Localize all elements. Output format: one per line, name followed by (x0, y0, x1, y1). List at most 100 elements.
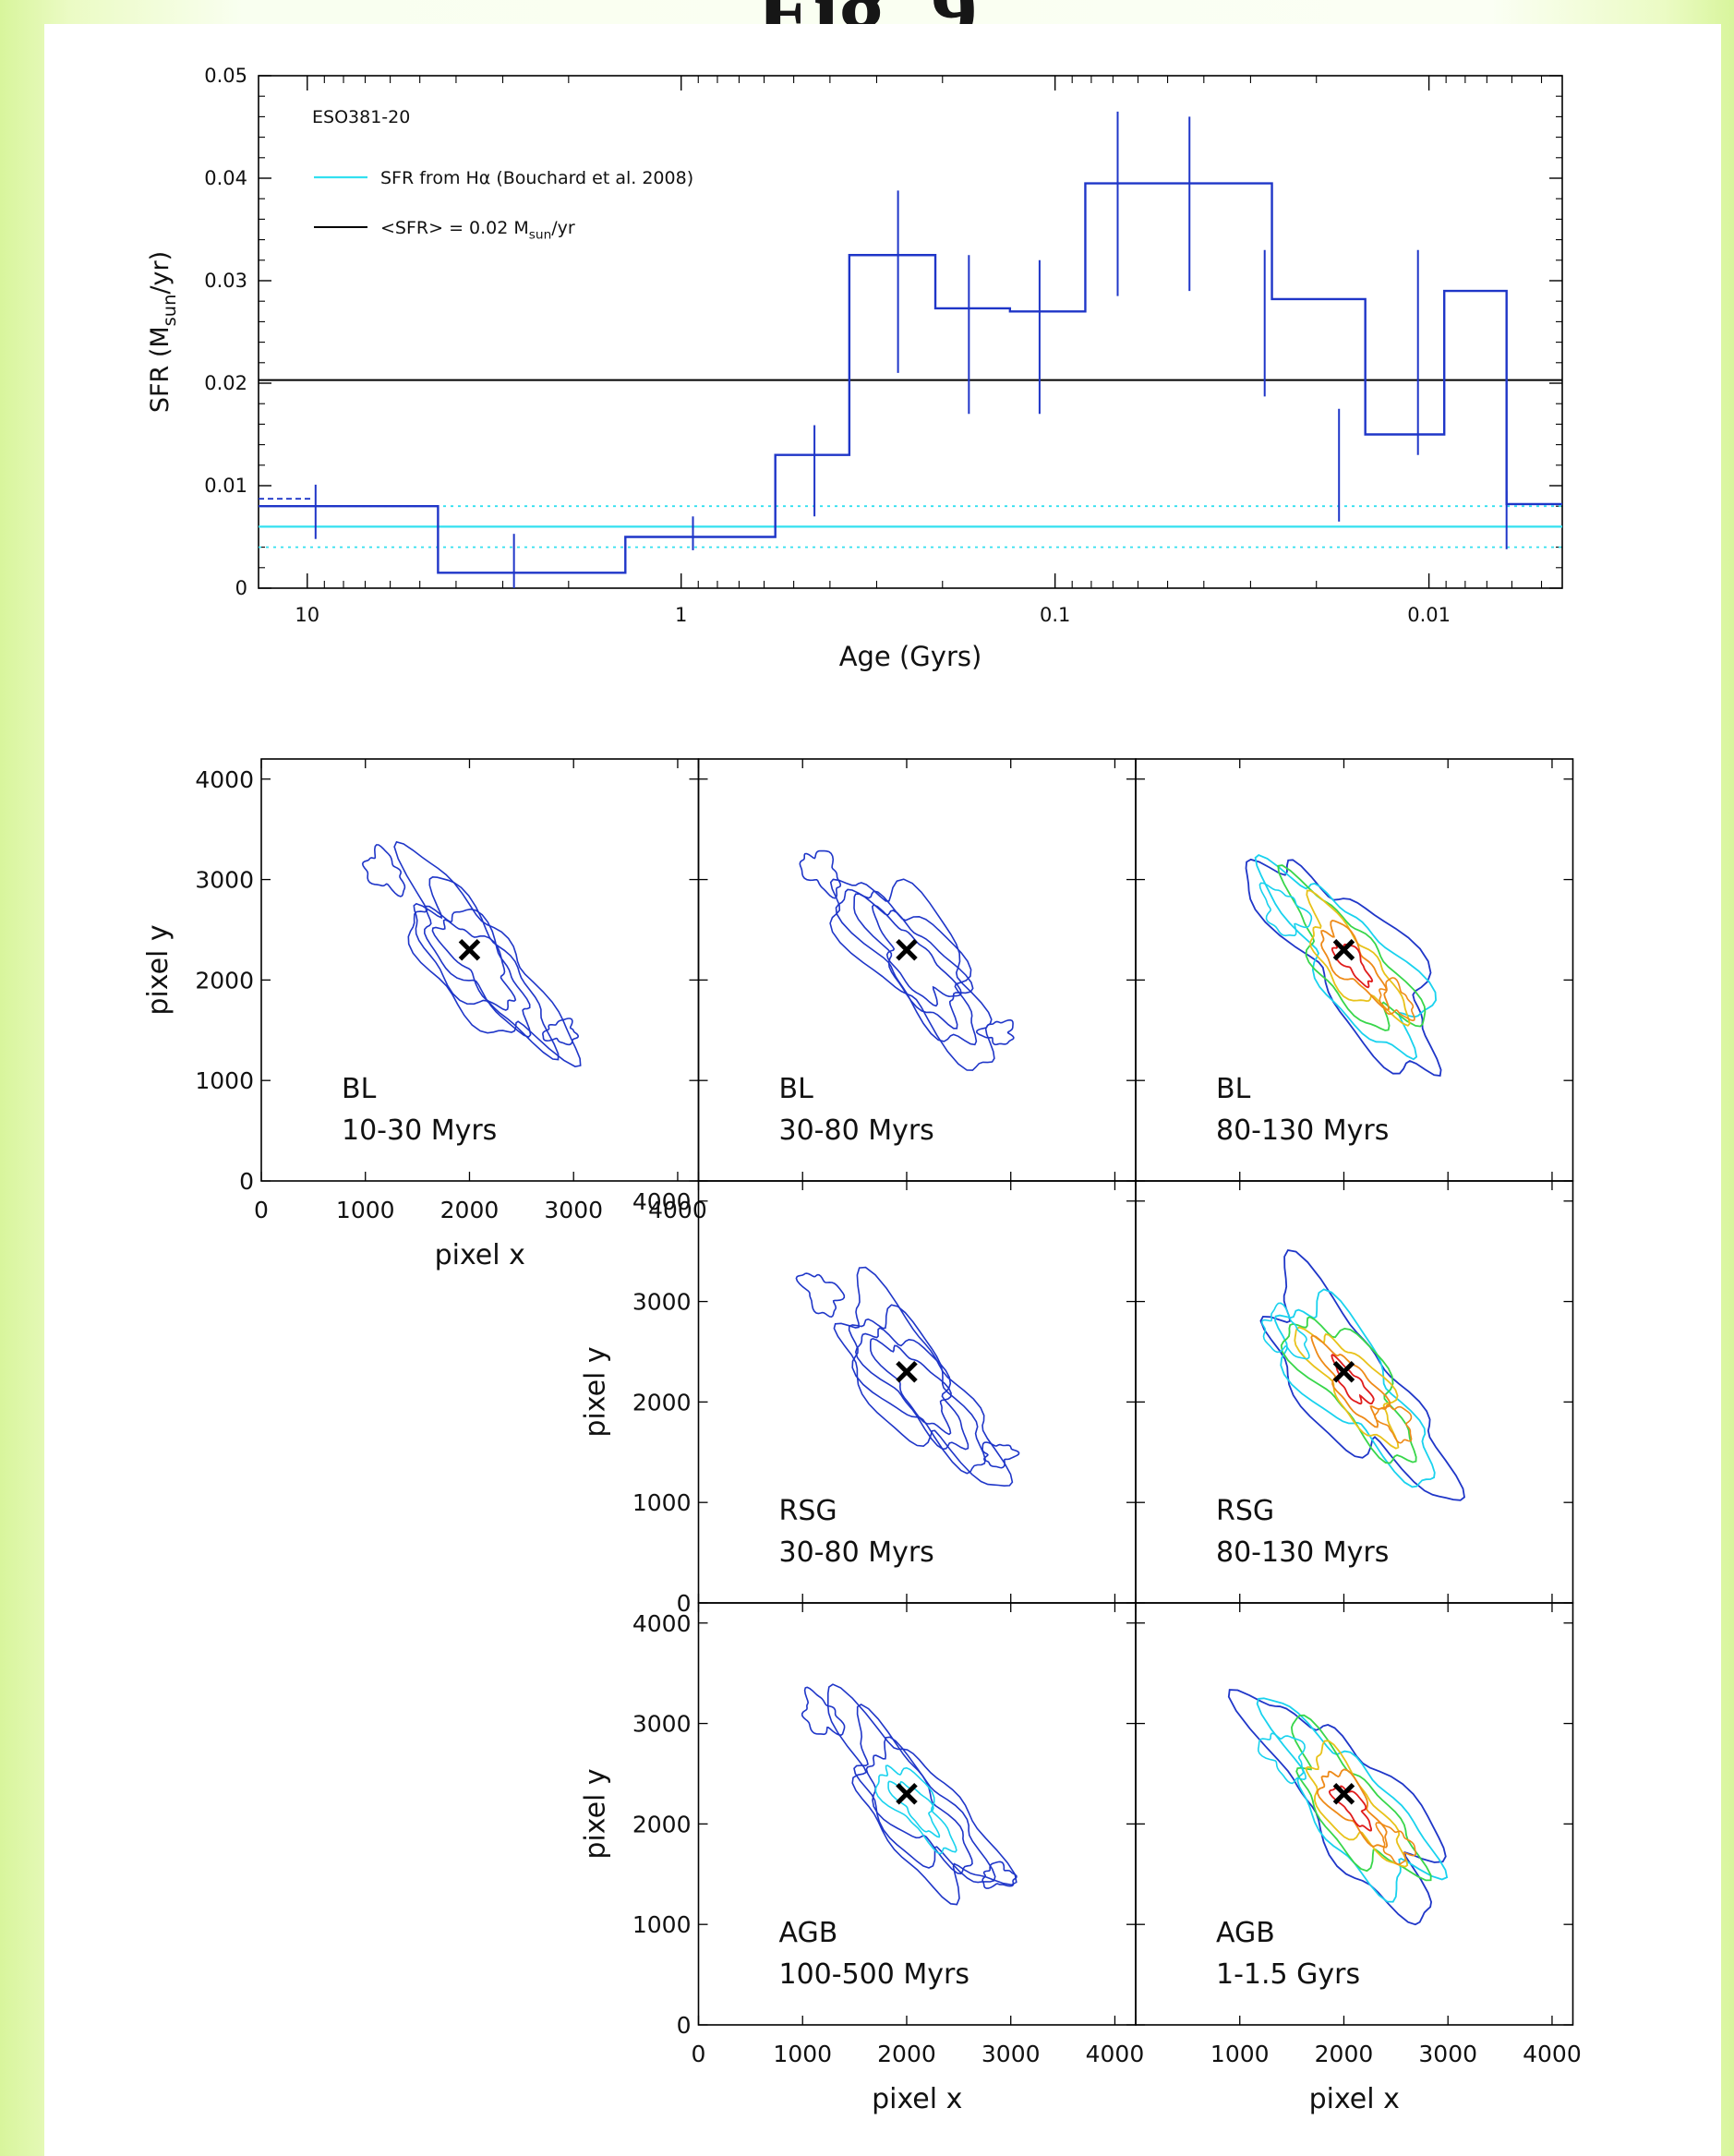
sfh-ytick-label: 0.05 (204, 65, 247, 87)
contour-level-1 (827, 1683, 1018, 1906)
contour-level-2 (848, 1304, 986, 1475)
sfh-ylabel: SFR (Msun/yr) (146, 251, 180, 413)
contour-level-2 (1257, 1732, 1307, 1785)
contour-panel: AGB 100-500 Myrs 0 1000 2000 3000 4000 pixel y 0… (580, 1602, 1145, 2115)
contour-level-5 (1310, 1334, 1391, 1428)
panel-ytick-label: 4000 (195, 766, 254, 793)
center-marker (1332, 1782, 1355, 1805)
contour-level-5 (1379, 977, 1415, 1022)
contour-panel: AGB 1-1.5 Gyrs 1000 2000 3000 4000 pixel x (1135, 1602, 1582, 2115)
panel-xtick-label: 4000 (1086, 2041, 1145, 2067)
panel-ytick-label: 0 (239, 1168, 254, 1195)
panel-age-label: 1-1.5 Gyrs (1216, 1958, 1360, 1991)
panel-ytick-label: 1000 (632, 1911, 692, 1938)
contour-level-1 (829, 878, 995, 1071)
panel-ytick-label: 3000 (632, 1711, 692, 1738)
contour-level-4 (1306, 889, 1411, 1027)
contour-level-1 (1259, 1248, 1465, 1501)
contour-level-3 (423, 905, 532, 1039)
contour-level-1 (975, 1018, 1015, 1046)
panel-age-label: 80-130 Myrs (1216, 1536, 1389, 1569)
contour-level-2 (835, 888, 978, 1046)
contour-level-1 (542, 1018, 580, 1046)
panel-xtick-label: 3000 (1418, 2041, 1477, 2067)
contour-level-2 (1254, 853, 1438, 1061)
contour-panel: RSG 30-80 Myrs 0 1000 2000 3000 4000 pixel y (580, 1180, 1137, 1617)
contour-level-2 (1274, 1288, 1436, 1488)
panel-age-label: 30-80 Myrs (779, 1114, 934, 1147)
panel-xtick-label: 1000 (773, 2041, 832, 2067)
panel-ytick-label: 4000 (632, 1188, 692, 1215)
legend-halpha-label: SFR from Hα (Bouchard et al. 2008) (380, 168, 693, 188)
contour-level-4 (431, 919, 517, 1011)
panel-xtick-label: 0 (254, 1197, 269, 1223)
center-marker (896, 938, 918, 961)
sfh-ytick-label: 0.01 (204, 475, 247, 497)
panel-xlabel: pixel x (1309, 2083, 1400, 2115)
panel-age-label: 10-30 Myrs (342, 1114, 497, 1147)
contour-level-1 (981, 1441, 1020, 1469)
contour-level-1 (833, 1266, 1014, 1488)
contour-level-3 (1290, 1714, 1432, 1882)
panel-ylabel: pixel y (580, 1768, 612, 1859)
contour-level-6 (1331, 1354, 1375, 1405)
panel-xtick-label: 0 (692, 2041, 706, 2067)
contour-level-4 (1294, 1326, 1400, 1450)
panel-ytick-label: 1000 (632, 1489, 692, 1516)
panel-ytick-label: 4000 (632, 1610, 692, 1637)
contour-level-5 (1375, 1822, 1417, 1865)
contour-level-4 (870, 1337, 952, 1436)
panel-ytick-label: 0 (677, 2012, 692, 2039)
panel-xtick-label: 3000 (544, 1197, 603, 1223)
contour-level-1 (361, 844, 406, 897)
sfh-ytick-label: 0 (235, 577, 247, 599)
sfh-panel: 0 0.01 0.02 0.03 0.04 0.05 10 1 0.1 0.01 Age (Gyrs… (146, 65, 1563, 672)
center-marker (1332, 938, 1355, 961)
contour-level-2 (1256, 1697, 1449, 1903)
panel-xtick-label: 3000 (981, 2041, 1041, 2067)
panel-ytick-label: 1000 (195, 1067, 254, 1094)
contour-level-2 (853, 1703, 996, 1884)
panel-xlabel: pixel x (435, 1239, 525, 1271)
contour-level-3 (865, 1736, 973, 1875)
contour-level-2 (1258, 882, 1313, 937)
panel-ytick-label: 3000 (632, 1289, 692, 1316)
contour-level-1 (801, 1686, 846, 1736)
contour-level-1 (799, 849, 842, 899)
contour-level-4 (871, 904, 962, 1007)
panel-xtick-label: 1000 (1210, 2041, 1270, 2067)
panel-ylabel: pixel y (580, 1346, 612, 1437)
contour-level-4 (874, 1765, 957, 1855)
panel-ylabel: pixel y (142, 924, 175, 1015)
panel-ytick-label: 2000 (632, 1811, 692, 1837)
panel-age-label: 80-130 Myrs (1216, 1114, 1389, 1147)
sfh-xtick-label: 1 (675, 604, 687, 626)
panel-xtick-label: 2000 (1315, 2041, 1374, 2067)
contour-level-1 (795, 1272, 846, 1319)
contour-level-2 (413, 875, 560, 1061)
legend-galaxy: ESO381-20 (312, 107, 410, 127)
panel-xtick-label: 4000 (1523, 2041, 1582, 2067)
sfh-xtick-label: 0.1 (1040, 604, 1070, 626)
sfh-frame (258, 75, 1563, 589)
sfh-ytick-label: 0.03 (204, 270, 247, 292)
sfh-ytick-label: 0.02 (204, 372, 247, 394)
contour-level-4 (1305, 1740, 1409, 1868)
contour-level-1 (981, 1861, 1018, 1889)
panel-age-label: 30-80 Myrs (779, 1536, 934, 1569)
center-marker (896, 1782, 918, 1805)
legend-mean-label: <SFR> = 0.02 Msun/yr (380, 218, 575, 243)
panel-ytick-label: 0 (677, 1590, 692, 1617)
contour-panel: RSG 80-130 Myrs (1135, 1180, 1574, 1604)
panel-population-label: RSG (1216, 1495, 1274, 1527)
contour-level-3 (1277, 864, 1427, 1031)
sfh-ytick-label: 0.04 (204, 167, 247, 189)
panel-frame (1135, 1602, 1574, 2026)
panel-age-label: 100-500 Myrs (779, 1958, 969, 1991)
contour-panel: BL 10-30 Myrs 0 1000 2000 3000 4000 pixel y 0 100… (142, 758, 707, 1271)
sfh-xtick-label: 10 (295, 604, 319, 626)
contour-level-1 (393, 840, 582, 1067)
panel-xtick-label: 4000 (648, 1197, 707, 1223)
panel-xtick-label: 1000 (336, 1197, 395, 1223)
